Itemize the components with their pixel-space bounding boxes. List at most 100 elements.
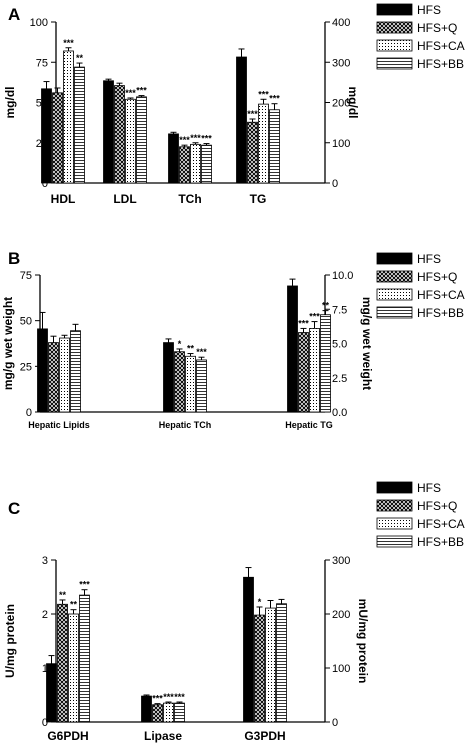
- x-category-label: Hepatic TCh: [159, 420, 212, 430]
- chart-panel-a: A02550751000100200300400mg/dlmg/dl*****H…: [3, 3, 465, 206]
- bar: [247, 121, 258, 184]
- bar: [258, 103, 269, 184]
- significance-marker: ***: [247, 109, 258, 119]
- bar: [168, 133, 179, 184]
- legend: HFS HFS+Q HFS+CA HFS+BB: [376, 3, 465, 71]
- y-tick-label-left: 0: [26, 407, 32, 419]
- y-tick-label-left: 1: [42, 663, 48, 675]
- bar: [163, 702, 174, 723]
- y-tick-label-right: 2.5: [332, 373, 347, 385]
- bar: [269, 109, 280, 184]
- bar: [70, 330, 81, 413]
- bar: [125, 98, 136, 184]
- significance-marker: ***: [196, 347, 207, 357]
- bar: [174, 702, 185, 723]
- bar: [79, 594, 90, 723]
- y-tick-label-right: 0: [332, 178, 338, 190]
- legend: HFS HFS+Q HFS+CA HFS+BB: [376, 481, 465, 549]
- significance-marker: **: [76, 53, 84, 63]
- bar: [298, 332, 309, 413]
- significance-marker: *: [258, 597, 262, 607]
- y-tick-label-right: 10.0: [332, 270, 353, 282]
- bar: [236, 56, 247, 184]
- panel-letter: A: [8, 5, 20, 24]
- x-category-label: TG: [250, 192, 267, 206]
- y-tick-label-left: 25: [20, 361, 32, 373]
- bar: [179, 146, 190, 184]
- bar: [141, 695, 152, 723]
- significance-marker: ***: [309, 312, 320, 322]
- legend-swatch: [376, 481, 413, 494]
- y-tick-label-right: 100: [332, 663, 350, 675]
- bar: [68, 613, 79, 723]
- legend-entry: HFS: [417, 3, 441, 17]
- x-category-label: Lipase: [144, 729, 182, 743]
- significance-marker: ***: [201, 134, 212, 144]
- y-tick-label-right: 400: [332, 17, 350, 29]
- bar: [201, 144, 212, 184]
- legend-swatch: [376, 535, 413, 548]
- legend-swatch: [376, 306, 413, 319]
- legend-entry: HFS+CA: [417, 517, 465, 531]
- legend-entry: HFS+Q: [417, 499, 457, 513]
- bar: [63, 50, 74, 184]
- significance-marker: ***: [63, 38, 74, 48]
- significance-marker: ***: [298, 318, 309, 328]
- bar: [174, 351, 185, 413]
- chart-panel-b: B 0 25 50 75 0.0 2.5 5.0 7.5 10.0 mg/g wet weight m…: [1, 249, 465, 430]
- bar: [196, 359, 207, 413]
- y-tick-label-right: 0: [332, 717, 338, 729]
- bar: [190, 143, 201, 184]
- legend-entry: HFS+CA: [417, 288, 465, 302]
- x-category-label: G3PDH: [244, 729, 285, 743]
- legend-swatch: [376, 517, 413, 530]
- y-tick-label-left: 0: [42, 178, 48, 190]
- legend-swatch: [376, 57, 413, 70]
- panel-letter: C: [8, 499, 20, 518]
- bar: [163, 342, 174, 413]
- bar: [59, 337, 70, 413]
- y-tick-label-left: 3: [42, 555, 48, 567]
- significance-marker: ***: [79, 580, 90, 590]
- x-category-label: G6PDH: [47, 729, 88, 743]
- legend-swatch: [376, 288, 413, 301]
- legend-entry: HFS+BB: [417, 306, 464, 320]
- legend-swatch: [376, 39, 413, 52]
- x-category-label: Hepatic TG: [285, 420, 333, 430]
- y-tick-label-right: 200: [332, 609, 350, 621]
- bar: [48, 342, 59, 413]
- significance-marker: ***: [179, 135, 190, 145]
- bar: [265, 607, 276, 723]
- bar: [254, 614, 265, 723]
- significance-marker: ***: [136, 86, 147, 96]
- y-tick-label-left: 2: [42, 609, 48, 621]
- significance-marker: ***: [269, 94, 280, 104]
- bar: [152, 704, 163, 723]
- bar: [37, 328, 48, 413]
- x-category-label: TCh: [178, 192, 201, 206]
- y-tick-label-right: 200: [332, 98, 350, 110]
- y-axis-label-left: mg/g wet weight: [1, 297, 15, 390]
- significance-marker: *: [178, 339, 182, 349]
- bar: [309, 328, 320, 413]
- significance-marker: **: [187, 344, 195, 354]
- y-axis-label-right: mg/g wet weight: [360, 297, 374, 390]
- bar: [52, 92, 63, 184]
- y-tick-label-right: 100: [332, 138, 350, 150]
- bar: [136, 96, 147, 184]
- legend-swatch: [376, 252, 413, 265]
- legend-swatch: [376, 499, 413, 512]
- legend-entry: HFS+BB: [417, 57, 464, 71]
- bar: [243, 576, 254, 723]
- y-axis-label-right: mg/dl: [346, 87, 360, 119]
- legend-entry: HFS: [417, 252, 441, 266]
- x-category-label: Hepatic Lipids: [28, 420, 90, 430]
- bar: [287, 285, 298, 413]
- bar: [114, 85, 125, 184]
- bar: [41, 88, 52, 184]
- y-tick-label-right: 0.0: [332, 407, 347, 419]
- bar: [74, 66, 85, 184]
- legend-entry: HFS+Q: [417, 21, 457, 35]
- significance-marker: ***: [258, 89, 269, 99]
